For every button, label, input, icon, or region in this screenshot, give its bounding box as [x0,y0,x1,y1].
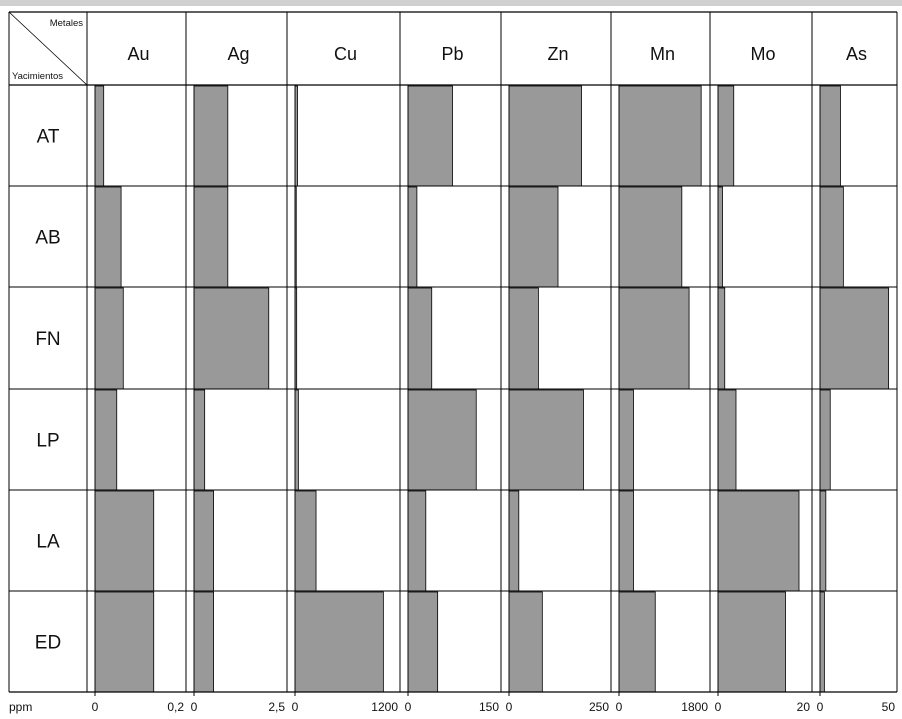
bar-zn-lp [508,389,584,491]
bar-ag-ed [193,591,214,693]
tick-max-as: 50 [882,700,896,714]
bar-cu-ed [294,591,384,693]
bar-mn-ed [618,591,656,693]
tick-min-pb: 0 [405,700,412,714]
row-label-la: LA [36,532,60,553]
bar-mn-lp [618,389,634,491]
bar-mo-fn [717,287,726,390]
bar-pb-ab [407,186,418,288]
metal-header-zn: Zn [547,44,568,64]
bar-mn-fn [618,287,690,390]
unit-label-ppm: ppm [9,700,32,714]
bar-pb-at [407,85,453,187]
bar-mo-lp [717,389,737,491]
bar-zn-la [508,490,520,592]
corner-diagonal [8,11,88,86]
metal-header-as: As [846,44,867,64]
bar-cu-lp [294,389,299,491]
bar-au-ed [94,591,155,693]
bar-mo-at [717,85,735,187]
bar-ag-fn [193,287,270,390]
row-label-at: AT [37,127,60,148]
bar-zn-ed [508,591,543,693]
bar-au-la [94,490,155,592]
bar-mn-la [618,490,634,592]
tick-max-pb: 150 [479,700,499,714]
top-band [0,0,902,6]
bar-mo-la [717,490,800,592]
bar-pb-la [407,490,427,592]
bar-au-ab [94,186,122,288]
corner-label-metales: Metales [50,18,84,29]
bar-mn-ab [618,186,683,288]
bar-zn-at [508,85,582,187]
bar-ag-la [193,490,214,592]
bar-mo-ab [717,186,723,288]
tick-max-cu: 1200 [371,700,398,714]
bar-as-ab [819,186,844,288]
corner-label-yacimientos: Yacimientos [12,71,63,82]
metal-header-cu: Cu [334,44,357,64]
tick-max-au: 0,2 [167,700,184,714]
metal-header-mn: Mn [650,44,675,64]
tick-min-mo: 0 [715,700,722,714]
bar-au-lp [94,389,118,491]
bar-mo-ed [717,591,786,693]
metal-header-mo: Mo [750,44,775,64]
row-label-ab: AB [35,228,60,249]
metal-header-pb: Pb [441,44,463,64]
bar-as-fn [819,287,890,390]
metal-header-ag: Ag [227,44,249,64]
bar-mn-at [618,85,702,187]
bar-as-ed [819,591,825,693]
bar-ag-at [193,85,229,187]
bar-zn-ab [508,186,559,288]
tick-min-mn: 0 [616,700,623,714]
bar-cu-la [294,490,317,592]
bar-zn-fn [508,287,539,390]
bar-ag-lp [193,389,206,491]
tick-min-ag: 0 [191,700,198,714]
bar-as-lp [819,389,831,491]
bar-au-fn [94,287,124,390]
tick-min-zn: 0 [506,700,513,714]
tick-max-zn: 250 [589,700,609,714]
row-label-ed: ED [35,633,61,654]
tick-min-as: 0 [817,700,824,714]
tick-min-cu: 0 [292,700,299,714]
bar-au-at [94,85,105,187]
text-layer: Metales Yacimientos ppm Au Ag Cu Pb Zn Mn Mo As… [9,18,895,714]
bar-pb-ed [407,591,439,693]
bars-layer [94,85,890,693]
tick-min-au: 0 [92,700,99,714]
tick-max-ag: 2,5 [268,700,285,714]
grid-layer [8,11,898,696]
tick-max-mo: 20 [797,700,811,714]
bar-as-at [819,85,841,187]
tick-max-mn: 1800 [681,700,708,714]
row-label-fn: FN [35,329,60,350]
bar-ag-ab [193,186,229,288]
metal-header-au: Au [127,44,149,64]
bar-pb-lp [407,389,477,491]
bar-as-la [819,490,827,592]
row-label-lp: LP [36,431,59,452]
bar-pb-fn [407,287,433,390]
